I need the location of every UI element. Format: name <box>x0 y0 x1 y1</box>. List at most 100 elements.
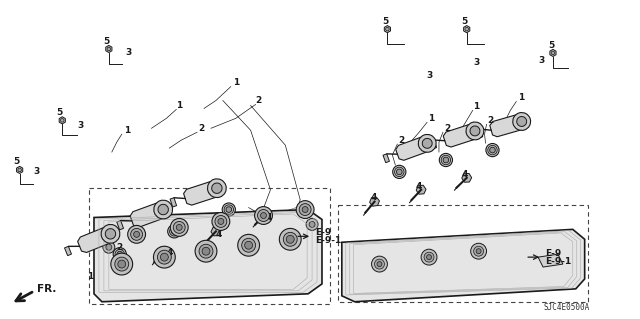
Circle shape <box>476 249 481 254</box>
Polygon shape <box>444 125 477 147</box>
Circle shape <box>118 260 125 268</box>
Circle shape <box>279 228 301 250</box>
Text: E-9: E-9 <box>545 249 561 258</box>
Polygon shape <box>65 246 72 256</box>
Circle shape <box>386 27 389 31</box>
Text: SJC4E0500A: SJC4E0500A <box>543 303 589 312</box>
Circle shape <box>101 225 120 243</box>
Polygon shape <box>130 203 165 227</box>
Circle shape <box>299 204 311 216</box>
Text: 1: 1 <box>232 78 239 87</box>
Circle shape <box>466 122 484 140</box>
Polygon shape <box>106 45 112 53</box>
Text: 4: 4 <box>265 213 271 222</box>
Circle shape <box>465 27 468 31</box>
Polygon shape <box>490 115 523 137</box>
Text: 2: 2 <box>444 124 450 133</box>
Polygon shape <box>184 182 218 205</box>
Polygon shape <box>383 154 390 163</box>
Text: FR.: FR. <box>38 284 57 294</box>
Circle shape <box>441 155 451 165</box>
Circle shape <box>212 183 222 193</box>
Text: 2: 2 <box>198 124 204 133</box>
Polygon shape <box>463 26 470 33</box>
Polygon shape <box>538 254 563 267</box>
Polygon shape <box>77 228 113 252</box>
Circle shape <box>170 227 179 236</box>
Circle shape <box>242 238 255 252</box>
Circle shape <box>421 249 437 265</box>
Polygon shape <box>211 227 221 236</box>
Circle shape <box>176 225 182 230</box>
Text: 5: 5 <box>103 37 109 46</box>
Circle shape <box>218 219 224 225</box>
Text: 1: 1 <box>428 114 434 123</box>
Circle shape <box>115 249 124 259</box>
Text: E-9-1: E-9-1 <box>315 236 341 245</box>
Text: 3: 3 <box>125 48 132 57</box>
Circle shape <box>111 253 132 275</box>
Text: 5: 5 <box>548 41 554 49</box>
Circle shape <box>439 153 452 167</box>
Text: 5: 5 <box>13 158 20 167</box>
Circle shape <box>131 228 143 240</box>
Circle shape <box>172 228 177 234</box>
Text: 3: 3 <box>426 71 432 80</box>
Polygon shape <box>260 210 271 219</box>
Circle shape <box>154 200 173 219</box>
Circle shape <box>106 244 112 250</box>
Circle shape <box>396 169 402 175</box>
Circle shape <box>372 256 387 272</box>
Circle shape <box>260 212 266 219</box>
Circle shape <box>470 243 486 259</box>
Text: 3: 3 <box>474 58 480 67</box>
Circle shape <box>374 259 385 269</box>
Text: 1: 1 <box>518 93 524 102</box>
Text: 1: 1 <box>87 272 93 281</box>
Circle shape <box>393 165 406 179</box>
Circle shape <box>488 145 497 155</box>
Text: 4: 4 <box>216 230 222 239</box>
Polygon shape <box>170 198 177 207</box>
Circle shape <box>257 210 269 221</box>
Bar <box>89 188 330 304</box>
Circle shape <box>377 262 382 267</box>
Polygon shape <box>342 229 585 302</box>
Circle shape <box>134 231 140 237</box>
Text: 3: 3 <box>77 121 83 130</box>
Polygon shape <box>396 137 429 160</box>
Circle shape <box>168 225 181 238</box>
Text: 2: 2 <box>488 116 493 125</box>
Text: 1: 1 <box>176 101 182 110</box>
Circle shape <box>286 235 294 243</box>
Text: 3: 3 <box>538 56 544 65</box>
Circle shape <box>161 253 168 261</box>
Circle shape <box>195 240 217 262</box>
Circle shape <box>244 241 253 249</box>
Circle shape <box>113 248 126 261</box>
Circle shape <box>302 207 308 212</box>
Circle shape <box>474 246 484 256</box>
Circle shape <box>173 221 185 234</box>
Circle shape <box>306 219 318 230</box>
Circle shape <box>222 203 236 216</box>
Polygon shape <box>17 166 23 174</box>
Circle shape <box>284 232 297 246</box>
Circle shape <box>486 144 499 157</box>
Text: 4: 4 <box>371 193 377 202</box>
Text: 5: 5 <box>382 17 388 26</box>
Circle shape <box>419 134 436 152</box>
Circle shape <box>255 207 273 225</box>
Text: 4: 4 <box>166 248 173 257</box>
Circle shape <box>199 244 213 258</box>
Text: E-9-1: E-9-1 <box>545 256 572 266</box>
Circle shape <box>202 247 210 255</box>
Circle shape <box>115 257 129 271</box>
Circle shape <box>103 241 115 253</box>
Text: 5: 5 <box>461 17 468 26</box>
Circle shape <box>516 116 527 126</box>
Circle shape <box>18 168 21 172</box>
Polygon shape <box>430 140 436 149</box>
Polygon shape <box>159 247 168 256</box>
Circle shape <box>154 246 175 268</box>
